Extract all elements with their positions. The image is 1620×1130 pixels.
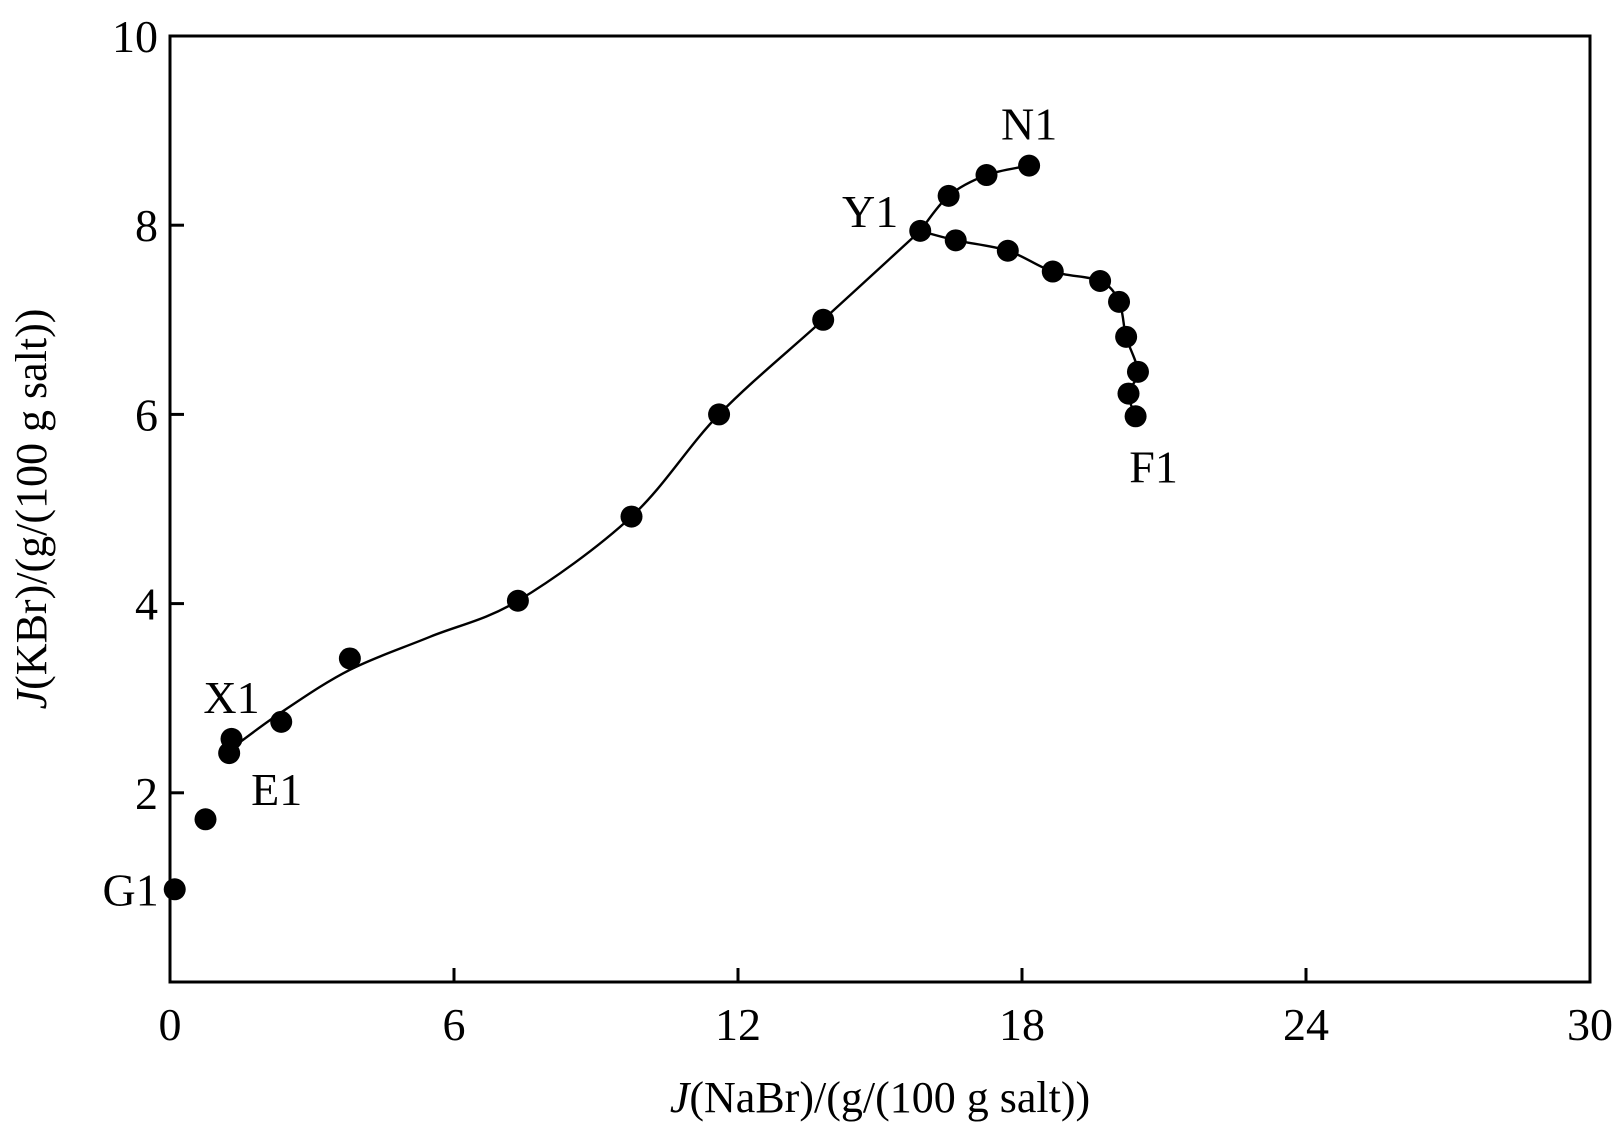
data-point [1108,290,1131,313]
data-point [937,184,960,207]
x-axis-title-rest: (NaBr)/(g/(100 g salt)) [689,1073,1090,1122]
point-label-n1: N1 [1001,99,1057,150]
data-point [270,710,293,733]
annotations-layer: G1 X1 E1 Y1 N1 F1 [102,99,1177,916]
data-point [944,229,967,252]
data-point [163,878,186,901]
y-tick-label: 6 [135,389,158,440]
data-point [1124,405,1147,428]
data-point [909,219,932,242]
curve-3 [919,229,1140,417]
point-label-y1: Y1 [842,186,898,237]
data-point [620,505,643,528]
curves-layer [228,164,1140,752]
data-point [194,808,217,831]
point-label-x1: X1 [203,672,259,723]
data-point [812,308,835,331]
x-tick-label: 12 [715,999,761,1050]
data-point [1117,382,1140,405]
data-point [975,164,998,187]
y-tick-label: 2 [135,768,158,819]
data-point [506,589,529,612]
x-tick-label: 30 [1567,999,1613,1050]
x-tick-label: 0 [159,999,182,1050]
points-layer [163,154,1149,901]
data-point [996,239,1019,262]
data-point [338,647,361,670]
data-point [1126,360,1149,383]
point-label-g1: G1 [102,864,158,915]
x-tick-label: 24 [1283,999,1329,1050]
point-label-e1: E1 [251,764,302,815]
y-axis-title-rest: (KBr)/(g/(100 g salt)) [7,309,56,690]
x-tick-label: 18 [999,999,1045,1050]
y-axis-ticks: 2 4 6 8 10 [112,11,184,819]
y-axis-title-italic: J [7,687,56,709]
data-point [1089,270,1112,293]
point-label-f1: F1 [1129,441,1178,492]
x-tick-label: 6 [443,999,466,1050]
data-point [1041,260,1064,283]
curve-1 [228,230,922,752]
y-tick-label: 4 [135,579,158,630]
y-tick-label: 8 [135,200,158,251]
data-point [1115,325,1138,348]
x-axis-title-italic: J [670,1073,692,1122]
y-tick-label: 10 [112,11,158,62]
data-point [1018,154,1041,177]
data-point [220,727,243,750]
y-axis-title: J(KBr)/(g/(100 g salt)) [7,309,56,710]
plot-frame [168,34,1592,984]
curve-2 [919,164,1030,232]
x-axis-ticks: 0 6 12 18 24 30 [159,968,1613,1050]
data-point [708,403,731,426]
x-axis-title: J(NaBr)/(g/(100 g salt)) [670,1073,1090,1122]
